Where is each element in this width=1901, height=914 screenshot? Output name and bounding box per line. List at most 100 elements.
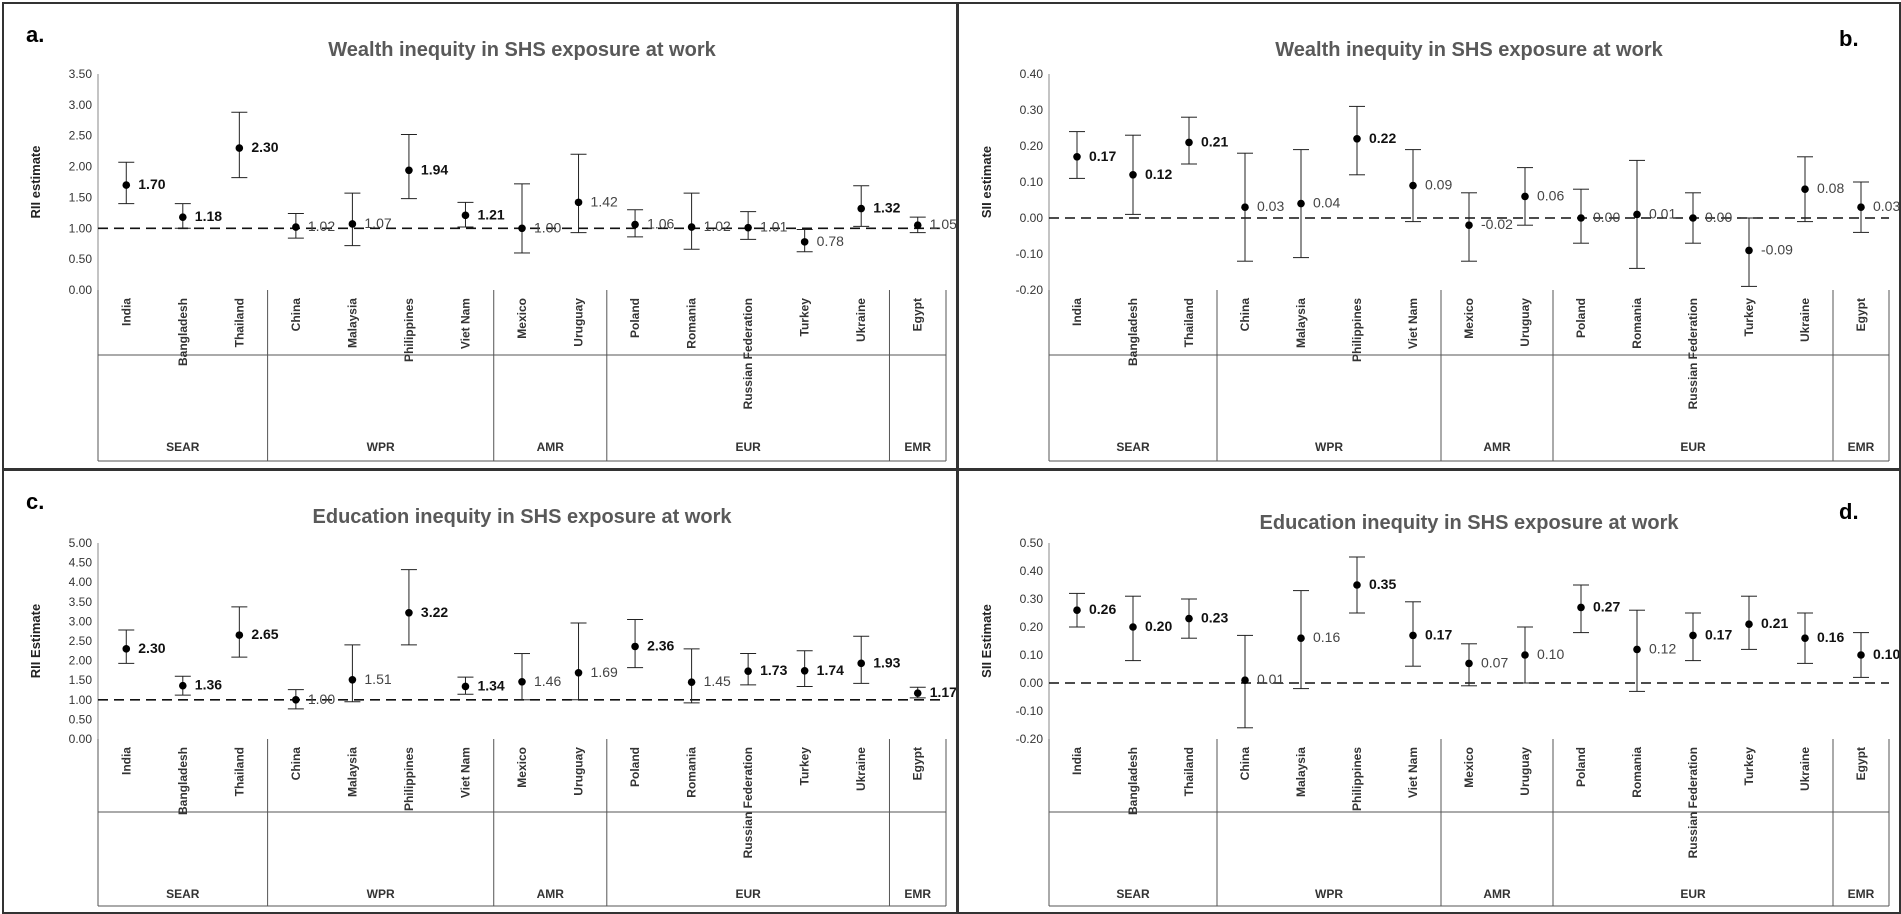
chart-b-y-tick-label: 0.30 — [1020, 103, 1044, 117]
chart-b-category-label: Philippines — [1350, 298, 1364, 362]
chart-b-data-point — [1185, 138, 1193, 147]
chart-d-y-tick-label: -0.10 — [1016, 704, 1044, 718]
chart-b-data-point — [1073, 153, 1081, 161]
chart-b-group-label-eur: EUR — [1680, 440, 1706, 454]
chart-c-data-point — [179, 681, 187, 690]
chart-a-data-label: 1.00 — [534, 219, 561, 235]
chart-c-category-label: China — [289, 747, 303, 781]
chart-b-y-axis-label: SII estimate — [979, 146, 994, 218]
chart-d-y-tick-label: 0.50 — [1020, 536, 1044, 550]
chart-a-y-tick-label: 0.50 — [69, 252, 93, 266]
chart-b-data-point — [1297, 199, 1305, 208]
chart-a-data-point — [179, 213, 187, 221]
chart-d-data-point — [1521, 651, 1529, 659]
chart-b-y-tick-label: 0.40 — [1020, 67, 1044, 81]
chart-a-y-tick-label: 1.50 — [69, 190, 93, 204]
chart-b-data-point — [1633, 210, 1641, 219]
chart-b-data-label: 0.00 — [1705, 209, 1732, 225]
chart-c-category-label: Russian Federation — [741, 747, 755, 858]
chart-c-category-label: Philippines — [402, 747, 416, 811]
chart-b-group-label-sear: SEAR — [1116, 440, 1150, 454]
chart-a-category-label: Egypt — [911, 298, 925, 331]
chart-a-data-point — [348, 220, 357, 228]
chart-c-y-tick-label: 4.50 — [69, 556, 93, 570]
chart-a-group-label-emr: EMR — [904, 440, 931, 454]
chart-d-data-point — [1689, 631, 1697, 640]
chart-c-data-label: 1.74 — [817, 662, 844, 678]
chart-d-data-label: 0.10 — [1537, 646, 1564, 662]
chart-a-data-point — [857, 204, 865, 213]
chart-c-data-point — [235, 631, 244, 639]
chart-c-y-tick-label: 2.00 — [69, 654, 93, 668]
chart-d-category-label: Uruguay — [1518, 747, 1532, 796]
chart-a-data-label: 1.02 — [308, 218, 335, 234]
chart-d-data-point — [1353, 581, 1361, 589]
chart-c-group-label-eur: EUR — [735, 887, 761, 901]
chart-b-data-point — [1521, 192, 1529, 201]
chart-d-category-label: India — [1070, 747, 1084, 775]
chart-c-title: Education inequity in SHS exposure at wo… — [313, 506, 733, 528]
chart-a-y-tick-label: 3.00 — [69, 98, 93, 112]
chart-b-category-label: Bangladesh — [1126, 298, 1140, 366]
chart-b-svg: Wealth inequity in SHS exposure at work S… — [979, 39, 1899, 462]
chart-a-group-label-sear: SEAR — [166, 440, 200, 454]
chart-d-category-label: Ukraine — [1798, 747, 1812, 791]
chart-a-data-label: 2.30 — [251, 139, 278, 155]
chart-a-data-label: 1.01 — [760, 219, 787, 235]
chart-c-y-tick-label: 5.00 — [69, 536, 93, 550]
chart-a-y-tick-label: 0.00 — [69, 283, 93, 297]
chart-b-category-label: Mexico — [1462, 298, 1476, 339]
chart-b-category-label: China — [1238, 298, 1252, 332]
chart-d-data-label: 0.16 — [1817, 629, 1844, 645]
chart-c-data-point — [800, 666, 809, 675]
chart-a-y-axis-label: RII estimate — [28, 146, 43, 219]
chart-c-data-point — [857, 659, 865, 668]
chart-b-category-label: Uruguay — [1518, 298, 1532, 347]
chart-d-category-label: Philippines — [1350, 747, 1364, 811]
chart-d-data-label: 0.35 — [1369, 576, 1396, 592]
chart-b-data-label: 0.01 — [1649, 205, 1676, 221]
chart-b-data-label: 0.00 — [1593, 209, 1620, 225]
chart-a-category-label: China — [289, 298, 303, 332]
chart-b-data-label: 0.12 — [1145, 166, 1172, 182]
chart-c-data-point — [574, 668, 583, 677]
chart-a-data-label: 1.02 — [704, 218, 731, 234]
chart-c-category-label: Egypt — [911, 747, 925, 780]
chart-d-data-point — [1745, 620, 1753, 628]
chart-a-data-label: 1.94 — [421, 161, 448, 177]
chart-d-y-tick-label: -0.20 — [1016, 732, 1044, 746]
chart-b-data-label: 0.03 — [1257, 198, 1284, 214]
chart-a-data-point — [235, 144, 244, 152]
chart-c-data-point — [687, 678, 696, 686]
chart-a-data-point — [744, 223, 752, 232]
panel-d: d. Education inequity in SHS exposure at… — [957, 469, 1901, 914]
chart-a-group-label-amr: AMR — [537, 440, 565, 454]
chart-a-data-point — [631, 220, 639, 229]
chart-d-group-label-amr: AMR — [1483, 887, 1511, 901]
chart-c-data-label: 2.36 — [647, 637, 674, 653]
chart-c-data-point — [744, 667, 752, 675]
chart-b-category-label: Malaysia — [1294, 298, 1308, 348]
chart-c-data-point — [631, 642, 639, 651]
chart-c-y-tick-label: 3.00 — [69, 614, 93, 628]
chart-c-category-label: Bangladesh — [176, 747, 190, 815]
chart-d-group-label-eur: EUR — [1680, 887, 1706, 901]
chart-b-category-label: Viet Nam — [1406, 298, 1420, 349]
chart-d-data-point — [1297, 634, 1305, 642]
chart-d-category-label: Thailand — [1182, 747, 1196, 796]
panel-a-label: a. — [26, 22, 45, 47]
chart-a-data-point — [292, 223, 300, 231]
chart-b-category-label: Poland — [1574, 298, 1588, 338]
chart-b-data-label: 0.08 — [1817, 180, 1844, 196]
chart-a-category-label: Russian Federation — [741, 298, 755, 409]
chart-d-group-label-sear: SEAR — [1116, 887, 1150, 901]
chart-a-y-tick-label: 3.50 — [69, 67, 93, 81]
chart-a-data-point — [518, 224, 526, 233]
chart-d-y-tick-label: 0.30 — [1020, 592, 1044, 606]
chart-c-category-label: Turkey — [798, 747, 812, 786]
chart-b-y-tick-label: 0.20 — [1020, 139, 1044, 153]
chart-d-data-label: 0.12 — [1649, 640, 1676, 656]
chart-d-data-label: 0.17 — [1425, 626, 1452, 642]
chart-c-category-label: Ukraine — [854, 747, 868, 791]
chart-d-data-label: 0.27 — [1593, 598, 1620, 614]
